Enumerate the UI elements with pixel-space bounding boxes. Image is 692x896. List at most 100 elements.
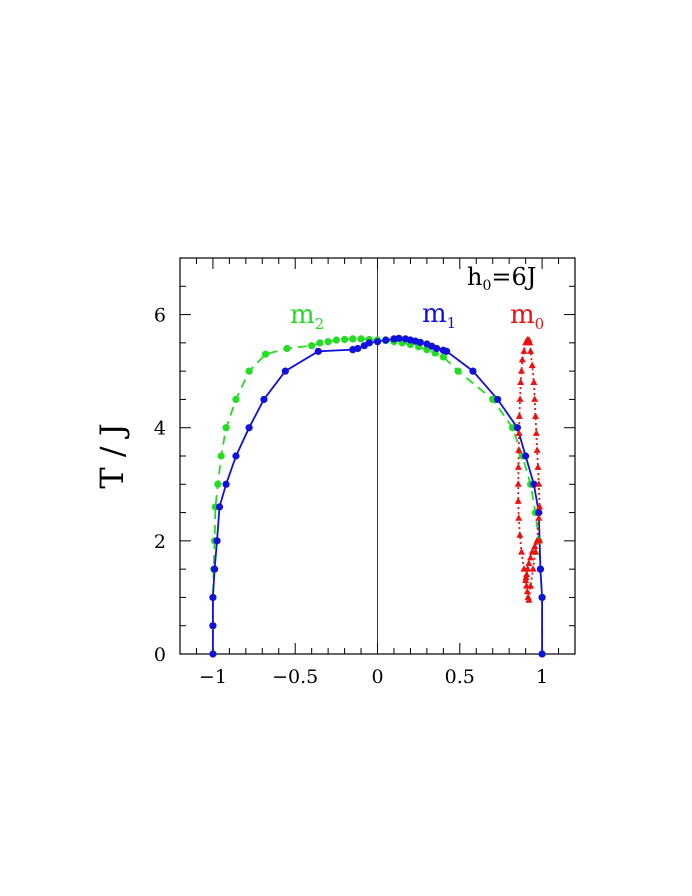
data-point-m0: [525, 559, 533, 566]
data-point-m1: [373, 338, 382, 346]
data-point-m1: [395, 334, 403, 342]
data-point-m2: [217, 452, 225, 460]
data-point-m2: [283, 344, 291, 353]
data-point-m1: [416, 338, 424, 346]
data-point-m0: [522, 338, 530, 346]
data-point-m0: [515, 446, 523, 453]
x-tick-label: 0: [371, 666, 383, 688]
data-point-m0: [533, 536, 541, 544]
data-point-m2: [439, 353, 447, 361]
data-point-m0: [515, 514, 523, 521]
data-point-m0: [523, 587, 531, 595]
data-point-m1: [469, 367, 477, 375]
data-point-m1: [314, 347, 322, 355]
y-tick-label: 0: [154, 644, 166, 666]
data-point-m1: [538, 650, 546, 658]
data-point-m0: [527, 347, 535, 354]
tick-labels: −1 −0.5 0 0.5 1 0 2 4 6: [154, 305, 548, 688]
data-point-m1: [222, 480, 230, 488]
data-point-m2: [357, 335, 365, 343]
data-point-m2: [454, 367, 462, 375]
data-point-m0: [518, 355, 526, 363]
data-point-m1: [260, 395, 268, 404]
data-point-m2: [308, 342, 316, 350]
data-point-m2: [232, 395, 240, 404]
data-point-m0: [527, 553, 535, 561]
data-point-m0: [536, 502, 544, 510]
data-point-m0: [535, 514, 543, 521]
data-point-m0: [518, 548, 526, 555]
data-point-m2: [340, 335, 349, 344]
data-point-m1: [232, 452, 240, 460]
x-tick-label: 1: [536, 666, 548, 688]
data-point-m0: [516, 395, 524, 402]
data-point-m0: [532, 412, 539, 419]
field-annotation: h0=6J: [467, 263, 536, 294]
data-point-m1: [433, 344, 441, 353]
data-point-m1: [522, 452, 530, 460]
annotation-tail: =6J: [491, 263, 536, 291]
data-point-m0: [529, 565, 537, 572]
data-point-m0: [515, 412, 523, 419]
data-point-m1: [245, 424, 253, 432]
data-point-m2: [489, 395, 497, 404]
data-point-m0: [517, 378, 525, 385]
data-point-m2: [214, 480, 222, 488]
data-point-m0: [535, 480, 543, 487]
data-point-m0: [518, 367, 526, 374]
data-point-m1: [209, 622, 217, 630]
data-point-m2: [245, 367, 253, 375]
data-point-m0: [516, 531, 524, 538]
data-point-m1: [494, 395, 502, 404]
data-point-m0: [520, 347, 528, 354]
series-label-m2: m2: [290, 300, 324, 333]
data-point-m2: [349, 335, 357, 343]
series-markers: [209, 334, 546, 658]
annotation-sub: 0: [482, 278, 491, 294]
x-tick-label: −0.5: [272, 666, 318, 688]
data-point-m0: [530, 378, 538, 385]
data-point-m0: [532, 548, 539, 555]
data-point-m0: [527, 582, 535, 589]
data-point-m1: [209, 650, 217, 658]
data-point-m1: [538, 593, 546, 602]
data-point-m0: [514, 497, 522, 504]
x-tick-label: −1: [199, 666, 227, 688]
data-point-m0: [532, 429, 540, 436]
data-point-m1: [530, 480, 538, 488]
data-point-m2: [324, 338, 332, 346]
data-point-m1: [215, 503, 224, 511]
data-point-m0: [525, 596, 533, 603]
series-labels: m2 m1 m0: [290, 299, 544, 333]
data-point-m1: [536, 565, 545, 573]
data-point-m0: [531, 542, 539, 550]
data-point-m1: [513, 424, 521, 432]
y-tick-label: 6: [154, 305, 166, 327]
data-point-m0: [534, 463, 542, 470]
data-point-m0: [520, 565, 528, 572]
series-label-m1: m1: [422, 299, 456, 332]
data-point-m1: [535, 508, 543, 517]
data-point-m1: [281, 367, 289, 375]
data-point-m0: [528, 361, 536, 368]
data-point-m1: [213, 537, 221, 545]
y-tick-label: 2: [154, 531, 166, 553]
data-point-m2: [332, 336, 340, 344]
data-point-m0: [514, 463, 522, 470]
data-point-m1: [210, 565, 219, 573]
data-point-m1: [354, 344, 362, 353]
data-point-m2: [261, 350, 270, 358]
data-point-m1: [209, 593, 217, 602]
data-point-m1: [365, 339, 373, 347]
data-point-m2: [508, 424, 517, 432]
y-tick-label: 4: [154, 418, 166, 440]
x-tick-label: 0.5: [445, 666, 475, 688]
data-point-m1: [443, 347, 451, 355]
y-axis-title: T / J: [93, 423, 131, 488]
series-label-m0: m0: [510, 300, 544, 333]
annotation-base: h: [467, 263, 482, 291]
data-point-m0: [522, 576, 530, 583]
data-point-m0: [531, 395, 539, 402]
data-point-m0: [515, 429, 523, 436]
